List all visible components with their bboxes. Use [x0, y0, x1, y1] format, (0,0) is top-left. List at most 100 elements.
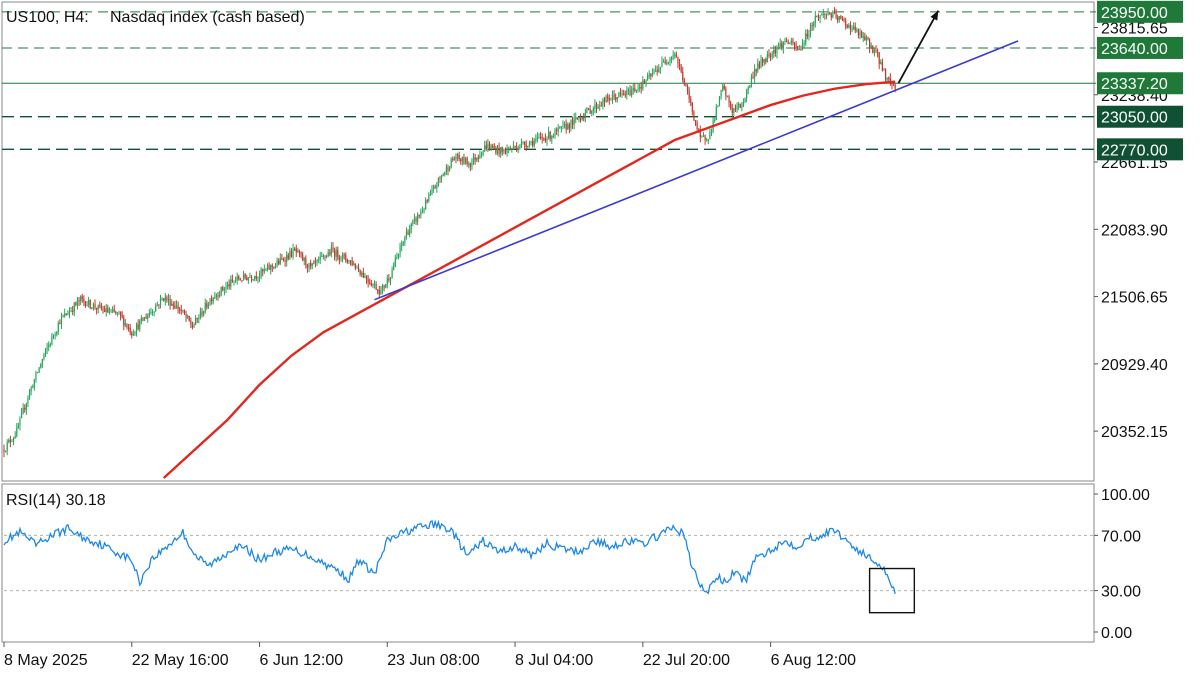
candle-body: [696, 122, 698, 130]
candle-body: [869, 39, 871, 49]
candle-body: [401, 244, 403, 247]
candle-body: [702, 135, 705, 137]
candle-body: [686, 85, 689, 91]
candle-body: [281, 258, 283, 260]
candle-body: [763, 58, 765, 63]
candle-body: [611, 94, 614, 100]
candle-body: [471, 161, 473, 167]
price-axis-tick-label: 20352.15: [1101, 424, 1168, 441]
candle-body: [222, 286, 224, 291]
candle-body: [375, 284, 377, 291]
candle-body: [250, 277, 253, 280]
candle-body: [113, 309, 115, 312]
candle-body: [801, 43, 804, 50]
candle-body: [373, 284, 376, 286]
candle-body: [517, 148, 519, 151]
candle-body: [516, 147, 518, 151]
candle-body: [319, 256, 321, 260]
candle-body: [514, 145, 516, 148]
candle-body: [586, 108, 588, 113]
candle-body: [731, 108, 733, 113]
candle-body: [260, 269, 262, 276]
candle-body: [94, 304, 96, 309]
candle-body: [131, 332, 133, 336]
candle-body: [370, 283, 372, 286]
candle-body: [624, 93, 626, 96]
candle-body: [316, 259, 318, 263]
candle-body: [773, 49, 775, 54]
candle-body: [134, 332, 136, 334]
candle-body: [354, 263, 356, 269]
candle-body: [662, 61, 665, 63]
candle-body: [242, 274, 245, 281]
candle-body: [80, 296, 82, 302]
candle-body: [20, 412, 23, 419]
candle-body: [455, 157, 457, 159]
candle-body: [506, 148, 508, 154]
candle-body: [177, 305, 179, 310]
candle-body: [394, 258, 396, 267]
candle-body: [674, 54, 676, 56]
candle-body: [843, 18, 845, 21]
candle-body: [30, 387, 32, 392]
candle-body: [365, 275, 368, 280]
candle-body: [803, 43, 805, 45]
candle-body: [274, 264, 277, 268]
candle-body: [321, 255, 323, 257]
candle-body: [314, 261, 317, 263]
candle-body: [629, 89, 631, 96]
candle-body: [626, 90, 628, 96]
candle-body: [110, 310, 112, 312]
candle-body: [445, 167, 447, 172]
candle-body: [635, 89, 638, 91]
candle-body: [527, 145, 529, 148]
candle-body: [59, 323, 61, 325]
candle-body: [800, 49, 802, 51]
candle-body: [466, 157, 468, 165]
candle-body: [378, 290, 380, 295]
candle-body: [439, 177, 441, 179]
candle-body: [364, 275, 366, 278]
price-layer: [2, 7, 1096, 479]
rsi-layer: [3, 519, 1094, 614]
candle-body: [46, 347, 48, 349]
candle-body: [627, 89, 630, 91]
candle-body: [816, 15, 818, 18]
candle-body: [40, 364, 42, 368]
candle-body: [442, 175, 444, 177]
candle-body: [361, 272, 363, 275]
candle-body: [174, 305, 176, 309]
candle-body: [846, 25, 848, 28]
candle-body: [718, 96, 721, 107]
price-panel-frame: [1, 1, 1095, 482]
candle-body: [415, 217, 417, 222]
candle-body: [817, 17, 820, 19]
candle-body: [485, 145, 487, 149]
candle-body: [595, 104, 598, 109]
candle-body: [298, 250, 301, 253]
candle-body: [201, 311, 203, 316]
candle-body: [249, 277, 251, 279]
candle-body: [480, 154, 483, 156]
candle-body: [693, 111, 695, 121]
candle-body: [546, 138, 548, 141]
candle-body: [64, 313, 66, 317]
candle-body: [429, 193, 432, 196]
candle-body: [468, 163, 470, 165]
candle-body: [148, 313, 150, 316]
candle-body: [326, 255, 328, 257]
candle-body: [685, 83, 687, 86]
candle-body: [613, 94, 615, 97]
candle-body: [389, 277, 392, 281]
candle-body: [207, 304, 210, 308]
candle-body: [557, 127, 559, 132]
candle-body: [297, 250, 299, 253]
candle-body: [532, 141, 534, 146]
candle-body: [792, 40, 794, 44]
candle-body: [741, 106, 743, 108]
candle-body: [476, 157, 478, 161]
candle-body: [479, 155, 481, 158]
candle-body: [191, 324, 194, 328]
candle-body: [551, 136, 553, 140]
